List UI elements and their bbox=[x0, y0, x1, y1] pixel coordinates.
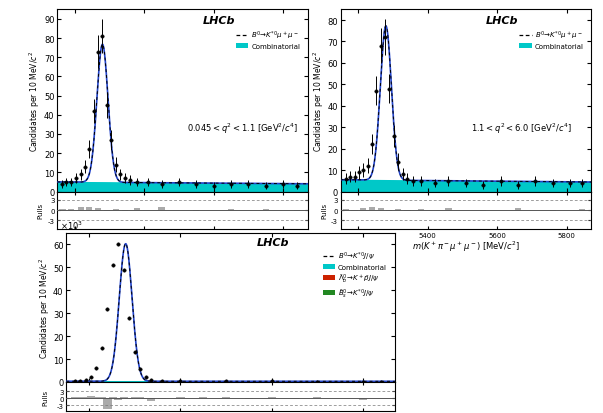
Bar bbox=[228, 209, 234, 211]
Bar bbox=[369, 208, 375, 211]
Bar bbox=[268, 397, 276, 398]
Bar bbox=[59, 210, 66, 211]
Bar bbox=[360, 209, 367, 211]
Bar bbox=[176, 397, 185, 398]
Bar bbox=[68, 209, 74, 211]
Bar bbox=[114, 398, 122, 400]
Bar bbox=[120, 397, 128, 398]
Bar bbox=[395, 210, 401, 211]
Bar bbox=[81, 397, 90, 398]
Bar bbox=[86, 207, 92, 211]
Bar bbox=[222, 397, 230, 398]
Bar bbox=[579, 210, 586, 211]
Bar bbox=[113, 210, 119, 211]
Y-axis label: Pulls: Pulls bbox=[42, 389, 48, 404]
X-axis label: $m(K^+\pi^-\mu^+\mu^-)$ [MeV/$c^2$]: $m(K^+\pi^-\mu^+\mu^-)$ [MeV/$c^2$] bbox=[128, 240, 236, 254]
Text: LHCb: LHCb bbox=[486, 16, 519, 26]
Legend: $B^0\!\to\!K^{*0}\mu^+\mu^-$, Combinatorial: $B^0\!\to\!K^{*0}\mu^+\mu^-$, Combinator… bbox=[235, 28, 302, 51]
Bar bbox=[104, 211, 110, 212]
Bar bbox=[71, 397, 80, 398]
Text: $\times10^3$: $\times10^3$ bbox=[60, 219, 83, 232]
Bar bbox=[147, 398, 156, 401]
Bar bbox=[291, 398, 298, 399]
Y-axis label: Candidates per 10 MeV/$c^2$: Candidates per 10 MeV/$c^2$ bbox=[312, 51, 326, 152]
Y-axis label: Pulls: Pulls bbox=[321, 203, 327, 218]
Bar bbox=[359, 398, 367, 400]
Bar bbox=[445, 209, 452, 211]
Bar bbox=[417, 210, 424, 211]
Bar bbox=[92, 396, 101, 398]
Bar bbox=[159, 208, 165, 211]
Text: LHCb: LHCb bbox=[203, 16, 235, 26]
Bar bbox=[515, 208, 521, 211]
Legend: $B^0\!\to\!K^{*0}J/\psi$, Combinatorial, $\bar{\Lambda}_b^0\!\to\!K^+\bar{p}J/\p: $B^0\!\to\!K^{*0}J/\psi$, Combinatorial,… bbox=[321, 249, 388, 301]
Bar bbox=[78, 208, 84, 211]
Bar bbox=[245, 398, 253, 399]
Bar bbox=[158, 398, 166, 399]
Bar bbox=[103, 398, 112, 408]
X-axis label: $m(K^+\pi^-\mu^+\mu^-)$ [MeV/$c^2$]: $m(K^+\pi^-\mu^+\mu^-)$ [MeV/$c^2$] bbox=[412, 240, 520, 254]
Bar bbox=[134, 209, 140, 211]
Text: LHCb: LHCb bbox=[257, 238, 289, 248]
Bar bbox=[87, 396, 95, 398]
Bar bbox=[125, 398, 133, 399]
Bar bbox=[343, 209, 349, 211]
Text: $1.1<q^2<6.0$ [GeV$^2$/$c^4$]: $1.1<q^2<6.0$ [GeV$^2$/$c^4$] bbox=[471, 121, 572, 135]
Bar bbox=[95, 209, 101, 211]
Text: $0.045<q^2<1.1$ [GeV$^2$/$c^4$]: $0.045<q^2<1.1$ [GeV$^2$/$c^4$] bbox=[188, 121, 298, 135]
Bar bbox=[98, 397, 106, 398]
Y-axis label: Candidates per 10 MeV/$c^2$: Candidates per 10 MeV/$c^2$ bbox=[28, 51, 42, 152]
Y-axis label: Candidates per 10 MeV/$c^2$: Candidates per 10 MeV/$c^2$ bbox=[37, 257, 51, 358]
Legend: $B^0\!\to\!K^{*0}\mu^+\mu^-$, Combinatorial: $B^0\!\to\!K^{*0}\mu^+\mu^-$, Combinator… bbox=[518, 28, 585, 51]
Bar bbox=[404, 211, 411, 212]
Bar bbox=[142, 398, 150, 399]
Bar bbox=[377, 209, 384, 211]
Y-axis label: Pulls: Pulls bbox=[37, 203, 43, 218]
Bar bbox=[263, 210, 269, 211]
Bar bbox=[131, 397, 139, 398]
